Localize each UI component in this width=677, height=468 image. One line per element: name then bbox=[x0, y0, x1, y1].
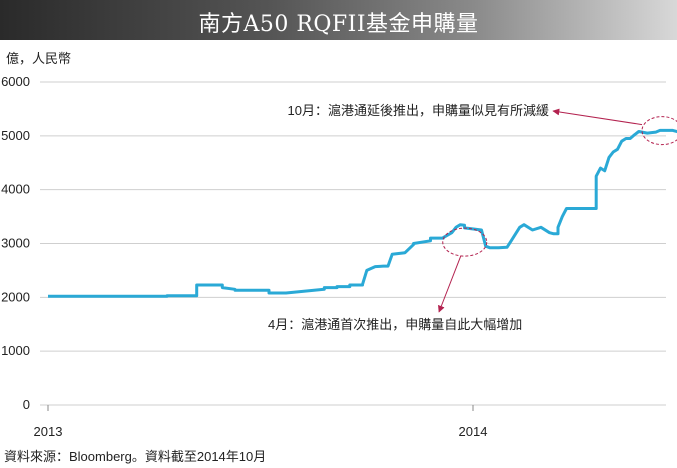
series-layer bbox=[48, 128, 677, 298]
x-tick-label: 2014 bbox=[459, 424, 488, 439]
source-note: 資料來源：Bloomberg。資料截至2014年10月 bbox=[4, 449, 266, 464]
y-tick-label: 6000 bbox=[1, 74, 30, 89]
annotation-layer: 10月：滬港通延後推出，申購量似見有所減緩 4月：滬港通首次推出，申購量自此大幅增… bbox=[268, 103, 677, 332]
y-tick-label: 5000 bbox=[1, 128, 30, 143]
annotation-label: 10月：滬港通延後推出，申購量似見有所減緩 bbox=[288, 103, 549, 118]
grid-layer bbox=[40, 81, 666, 406]
annotation-label: 4月：滬港通首次推出，申購量自此大幅增加 bbox=[268, 317, 522, 332]
y-tick-label: 1000 bbox=[1, 343, 30, 358]
axis-layer: 0 1000 2000 3000 4000 5000 6000 2013 2014 bbox=[1, 74, 487, 439]
annotation-arrow bbox=[552, 108, 643, 126]
y-tick-label: 3000 bbox=[1, 236, 30, 251]
y-axis-label: 億，人民幣 bbox=[6, 51, 71, 66]
series-line bbox=[48, 128, 677, 298]
y-tick-label: 4000 bbox=[1, 182, 30, 197]
annotation-ellipse bbox=[442, 227, 488, 257]
title-bar: 南方A50 RQFII基金申購量 bbox=[0, 0, 677, 40]
annotation-ellipse bbox=[641, 116, 677, 146]
y-tick-label: 2000 bbox=[1, 289, 30, 304]
chart-title: 南方A50 RQFII基金申購量 bbox=[198, 12, 479, 37]
y-tick-label: 0 bbox=[23, 397, 30, 412]
x-tick-label: 2013 bbox=[34, 424, 63, 439]
annotation-arrow bbox=[438, 255, 462, 313]
